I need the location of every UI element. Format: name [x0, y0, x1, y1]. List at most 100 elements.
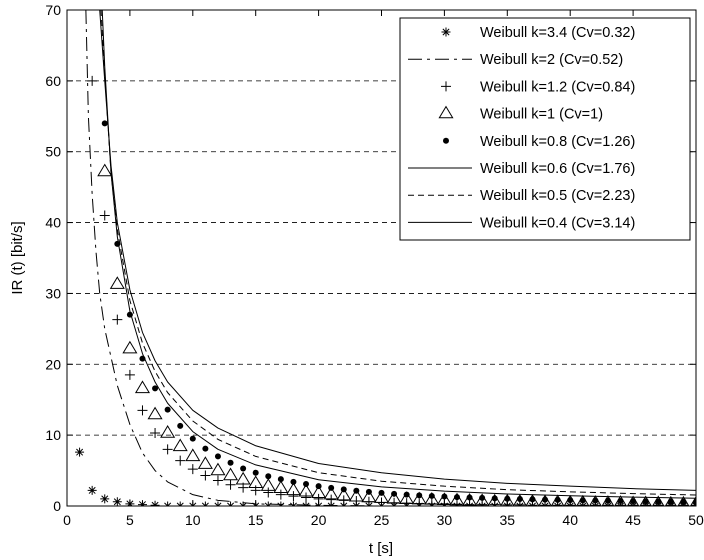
legend-label: Weibull k=3.4 (Cv=0.32) — [480, 25, 635, 41]
data-point — [639, 495, 652, 506]
data-point — [160, 425, 176, 438]
x-tick-label: 15 — [248, 512, 264, 528]
data-point — [477, 499, 488, 506]
data-point — [441, 493, 448, 500]
series-6 — [101, 10, 696, 499]
data-point — [172, 438, 188, 452]
series-7 — [100, 10, 696, 496]
data-point — [652, 495, 665, 506]
data-point — [212, 475, 223, 486]
data-point — [87, 75, 98, 86]
legend-item: Weibull k=0.5 (Cv=2.23) — [408, 188, 635, 204]
data-point — [177, 422, 184, 429]
data-point — [101, 120, 108, 127]
data-point — [617, 497, 624, 504]
series-5 — [101, 120, 696, 505]
data-point — [109, 276, 125, 289]
legend-marker — [438, 105, 454, 119]
data-point — [214, 453, 221, 460]
legend-marker — [441, 81, 451, 92]
x-tick-label: 5 — [126, 512, 134, 528]
legend-label: Weibull k=2 (Cv=0.52) — [480, 52, 623, 68]
data-point — [200, 470, 211, 481]
legend-item: Weibull k=0.6 (Cv=1.76) — [408, 161, 635, 177]
y-tick-label: 20 — [45, 356, 61, 372]
data-point — [100, 494, 110, 504]
data-point — [601, 495, 615, 506]
data-point — [75, 447, 85, 457]
data-point — [604, 497, 611, 504]
data-point — [453, 494, 460, 501]
legend-item: Weibull k=1 (Cv=1) — [438, 105, 603, 123]
data-point — [466, 494, 473, 501]
y-tick-label: 70 — [45, 2, 61, 18]
x-axis-label: t [s] — [369, 540, 393, 557]
data-point — [185, 448, 201, 462]
series-line — [101, 10, 696, 499]
y-tick-label: 10 — [45, 427, 61, 443]
data-point — [538, 494, 552, 506]
legend-item: Weibull k=0.8 (Cv=1.26) — [443, 134, 635, 150]
legend-label: Weibull k=0.5 (Cv=2.23) — [480, 188, 635, 204]
data-point — [365, 488, 372, 495]
data-point — [227, 459, 234, 466]
series-line — [99, 10, 696, 491]
data-point — [642, 498, 649, 505]
x-tick-label: 45 — [625, 512, 641, 528]
x-tick-label: 0 — [63, 512, 71, 528]
data-point — [323, 486, 339, 500]
data-point — [223, 467, 239, 481]
y-tick-label: 30 — [45, 285, 61, 301]
data-point — [150, 500, 160, 506]
data-point — [525, 494, 540, 506]
legend-marker — [441, 27, 451, 37]
data-point — [550, 494, 565, 506]
x-tick-label: 30 — [437, 512, 453, 528]
y-tick-label: 40 — [45, 215, 61, 231]
data-point — [677, 495, 690, 506]
data-point — [285, 482, 301, 496]
x-tick-label: 25 — [374, 512, 390, 528]
data-point — [491, 495, 498, 502]
data-point — [162, 444, 173, 455]
data-point — [202, 445, 209, 452]
data-point — [260, 478, 276, 491]
data-point — [516, 496, 523, 503]
data-point — [399, 491, 415, 504]
data-point — [112, 314, 123, 325]
data-point — [428, 492, 435, 499]
data-point — [315, 483, 322, 490]
data-point — [592, 497, 599, 504]
x-tick-label: 20 — [311, 512, 327, 528]
data-point — [693, 498, 696, 505]
data-point — [554, 496, 561, 503]
data-point — [667, 498, 674, 505]
data-point — [403, 491, 410, 498]
data-point — [328, 484, 335, 491]
data-point — [416, 492, 423, 499]
data-point — [122, 340, 138, 354]
data-point — [275, 489, 286, 500]
data-point — [386, 490, 402, 504]
data-point — [340, 486, 347, 493]
data-point — [97, 163, 113, 177]
data-point — [411, 491, 427, 505]
data-point — [353, 487, 360, 494]
data-point — [87, 485, 97, 495]
data-point — [137, 405, 148, 416]
data-point — [137, 500, 147, 506]
data-point — [512, 494, 527, 506]
data-point — [225, 479, 236, 490]
data-point — [263, 487, 274, 498]
data-point — [147, 406, 163, 420]
data-point — [691, 500, 696, 506]
data-point — [112, 497, 122, 506]
data-point — [99, 210, 110, 221]
legend-item: Weibull k=3.4 (Cv=0.32) — [441, 25, 635, 41]
data-point — [449, 492, 465, 506]
data-point — [614, 495, 627, 506]
legend-label: Weibull k=1 (Cv=1) — [480, 107, 603, 123]
y-tick-label: 0 — [53, 498, 61, 514]
data-point — [391, 490, 398, 497]
